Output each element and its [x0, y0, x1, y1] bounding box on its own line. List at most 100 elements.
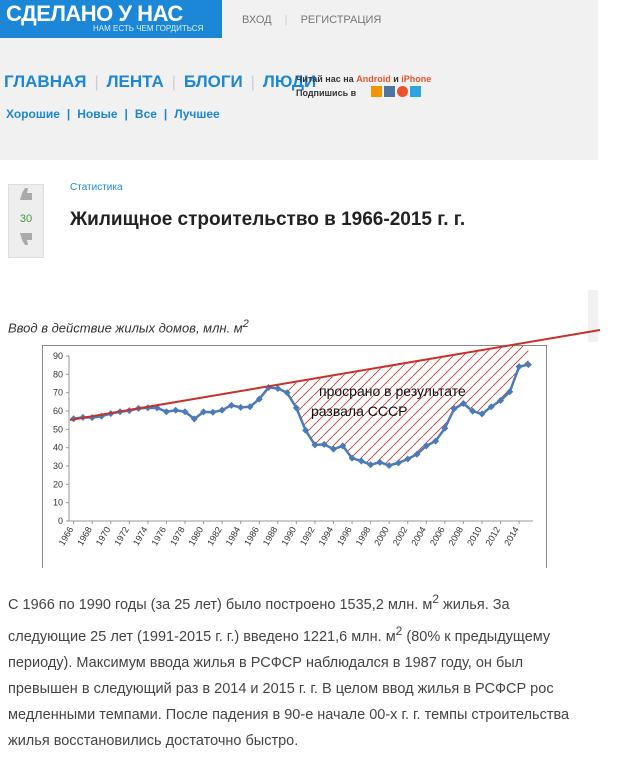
- read-us: Читай нас на: [296, 74, 354, 84]
- chart-title-text: Ввод в действие жилых домов, млн. м: [8, 320, 243, 336]
- vote-box: 30: [8, 184, 44, 258]
- text: С 1966 по 1990 годы (за 25 лет) было пос…: [8, 596, 433, 613]
- y-tick-label: 50: [53, 424, 63, 434]
- sub-nav: Хорошие | Новые | Все | Лучшее: [6, 107, 220, 121]
- rating: 30: [19, 213, 33, 225]
- sub-item[interactable]: Новые: [77, 107, 118, 121]
- marker: [422, 442, 430, 450]
- x-tick-label: 1966: [57, 525, 76, 547]
- y-tick-label: 30: [53, 461, 63, 471]
- x-tick-label: 1998: [354, 525, 373, 547]
- marker: [70, 415, 78, 423]
- chart-title-sup: 2: [242, 318, 249, 330]
- marker: [153, 404, 161, 412]
- marker: [97, 412, 105, 420]
- y-tick-label: 90: [53, 351, 63, 361]
- marker: [162, 408, 170, 416]
- marker: [367, 461, 375, 469]
- marker: [394, 459, 402, 467]
- x-tick-label: 1996: [335, 525, 354, 547]
- y-tick-label: 60: [53, 406, 63, 416]
- marker: [116, 408, 124, 416]
- x-tick-label: 1980: [187, 525, 206, 547]
- nav-item[interactable]: ГЛАВНАЯ: [4, 72, 87, 91]
- logo-text: СДЕЛАНО У НАС: [6, 1, 183, 26]
- social-icons: [370, 86, 421, 101]
- category[interactable]: Статистика: [70, 182, 123, 193]
- sup: 2: [432, 592, 440, 606]
- iphone[interactable]: iPhone: [401, 74, 432, 84]
- slogan: НАМ ЕСТЬ ЧЕМ ГОРДИТЬСЯ: [93, 24, 204, 33]
- text: жилья. За следующие 25 лет (1991-2015 г.…: [8, 596, 510, 645]
- marker: [320, 440, 328, 448]
- marker: [135, 404, 143, 412]
- post-card: [0, 160, 588, 342]
- icon[interactable]: [396, 86, 408, 97]
- marker: [404, 455, 412, 463]
- sub-item[interactable]: Хорошие: [6, 107, 60, 121]
- x-tick-label: 1990: [279, 525, 298, 547]
- y-tick-label: 70: [53, 388, 63, 398]
- x-tick-label: 2006: [428, 525, 447, 547]
- marker: [339, 442, 347, 450]
- article: С 1966 по 1990 годы (за 25 лет) было пос…: [0, 568, 598, 768]
- main-nav: ГЛАВНАЯ | ЛЕНТА | БЛОГИ | ЛЮДИ: [4, 72, 317, 91]
- marker: [107, 410, 115, 418]
- marker: [125, 407, 133, 415]
- subscribe: Подпишись в: [296, 87, 357, 98]
- x-tick-label: 1968: [75, 525, 94, 547]
- x-tick-label: 1994: [317, 525, 336, 547]
- x-tick-label: 1976: [149, 525, 168, 547]
- x-tick-label: 1988: [261, 525, 280, 547]
- x-tick-label: 2014: [502, 525, 521, 547]
- nav-item[interactable]: ЛЮДИ: [262, 72, 317, 91]
- android[interactable]: Android: [356, 74, 391, 84]
- marker: [329, 445, 337, 453]
- y-tick-label: 80: [53, 369, 63, 379]
- y-tick-label: 0: [58, 516, 63, 526]
- annotation: просрано в результате: [319, 383, 466, 399]
- marker: [376, 458, 384, 466]
- vote-up[interactable]: [9, 185, 43, 205]
- marker: [88, 414, 96, 422]
- x-tick-label: 1974: [131, 525, 150, 547]
- x-tick-label: 2008: [446, 525, 465, 547]
- register[interactable]: РЕГИСТРАЦИЯ: [300, 14, 382, 26]
- marker: [237, 403, 245, 411]
- icon[interactable]: [383, 86, 395, 97]
- marker: [432, 437, 440, 445]
- vote-down[interactable]: [9, 228, 43, 248]
- x-tick-label: 1972: [112, 525, 131, 547]
- x-tick-label: 2004: [409, 525, 428, 547]
- icon[interactable]: [409, 86, 421, 97]
- x-tick-label: 2010: [465, 525, 484, 547]
- x-tick-label: 2000: [372, 525, 391, 547]
- y-tick-label: 40: [53, 443, 63, 453]
- post-title: Жилищное строительство в 1966-2015 г. г.: [70, 209, 466, 230]
- icon[interactable]: [370, 86, 382, 97]
- chart-title: Ввод в действие жилых домов, млн. м2: [8, 318, 249, 335]
- marker: [357, 457, 365, 465]
- nav-item[interactable]: БЛОГИ: [183, 72, 243, 91]
- marker: [302, 426, 310, 434]
- annotation: развала СССР: [311, 403, 407, 419]
- sep: |: [284, 14, 288, 26]
- paragraph: С 1966 по 1990 годы (за 25 лет) было пос…: [8, 586, 583, 754]
- y-tick-label: 20: [53, 479, 63, 489]
- marker: [172, 406, 180, 414]
- and: и: [393, 74, 399, 84]
- x-tick-label: 1978: [168, 525, 187, 547]
- auth: ВХОД | РЕГИСТРАЦИЯ: [242, 14, 381, 26]
- marker: [209, 408, 217, 416]
- logo[interactable]: СДЕЛАНО У НАС НАМ ЕСТЬ ЧЕМ ГОРДИТЬСЯ: [0, 0, 222, 38]
- marker: [79, 413, 87, 421]
- x-tick-label: 1986: [242, 525, 261, 547]
- x-tick-label: 1970: [94, 525, 113, 547]
- nav-item[interactable]: ЛЕНТА: [106, 72, 164, 91]
- marker: [348, 454, 356, 462]
- x-tick-label: 1984: [224, 525, 243, 547]
- x-tick-label: 2012: [484, 525, 503, 547]
- sub-item[interactable]: Лучшее: [174, 107, 220, 121]
- sub-item[interactable]: Все: [134, 107, 157, 121]
- login[interactable]: ВХОД: [242, 14, 272, 26]
